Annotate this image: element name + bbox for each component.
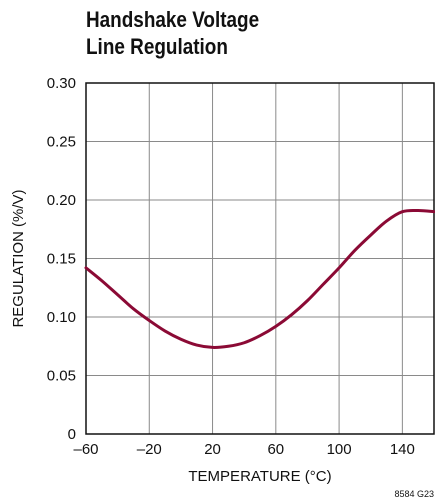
x-tick-labels: –60 –20 20 60 100 140 — [73, 441, 414, 458]
x-tick-label: 20 — [204, 441, 221, 458]
y-tick-label: 0.30 — [47, 75, 76, 92]
x-tick-label: 60 — [267, 441, 284, 458]
series-group — [84, 208, 435, 349]
y-tick-label: 0.05 — [47, 368, 76, 385]
y-axis-label: REGULATION (%/V) — [10, 189, 27, 327]
chart-title-line-2: Line Regulation — [86, 34, 228, 59]
chart-title-line-1: Handshake Voltage — [86, 7, 260, 32]
series-line — [84, 208, 435, 349]
y-tick-label: 0.25 — [47, 134, 76, 151]
x-tick-label: 140 — [390, 441, 415, 458]
x-tick-label: –60 — [73, 441, 98, 458]
figure-id: 8584 G23 — [394, 489, 434, 499]
y-tick-label: 0 — [68, 426, 76, 443]
grid — [85, 82, 434, 435]
y-tick-labels: 0 0.05 0.10 0.15 0.20 0.25 0.30 — [47, 75, 76, 443]
chart-title: Handshake Voltage Line Regulation — [86, 6, 259, 60]
x-tick-label: 100 — [327, 441, 352, 458]
x-axis-label: TEMPERATURE (°C) — [188, 468, 331, 485]
x-tick-label: –20 — [137, 441, 162, 458]
plot-frame — [85, 82, 435, 435]
y-tick-label: 0.20 — [47, 192, 76, 209]
y-tick-label: 0.10 — [47, 309, 76, 326]
y-tick-label: 0.15 — [47, 251, 76, 268]
